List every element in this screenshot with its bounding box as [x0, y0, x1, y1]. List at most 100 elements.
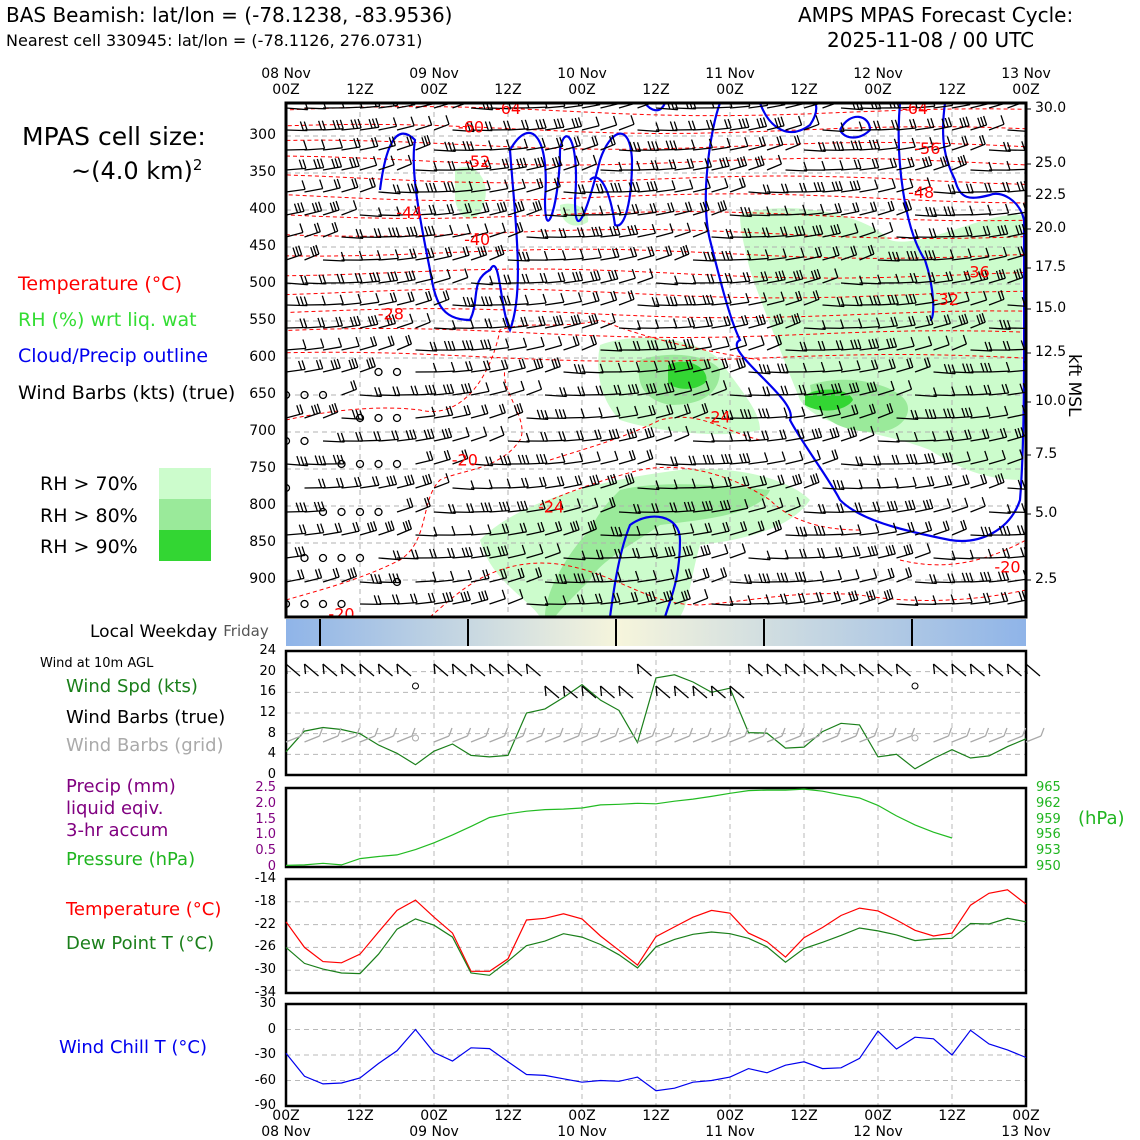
calm-circle: [318, 390, 328, 400]
wind-barb-flag: [591, 136, 596, 147]
wind-barb-flag: [672, 339, 677, 349]
wind-barb-flag: [680, 591, 686, 601]
wind-barb-flag: [799, 341, 804, 352]
isotherm-low-4: [549, 416, 761, 461]
wind-barb-flag: [875, 158, 880, 168]
wind-barb: [933, 235, 955, 238]
wind-barb-flag: [907, 522, 912, 533]
wind-barb: [1025, 191, 1026, 192]
wind-barb: [544, 344, 562, 351]
wind-barb: [988, 392, 1009, 396]
wind-barb: [988, 190, 1010, 193]
wind-barb-flag: [540, 156, 545, 167]
wind-barb-flag: [876, 478, 881, 488]
wind-barb-flag: [747, 595, 752, 605]
wind-barb-flag: [553, 118, 558, 129]
wind-barb: [933, 529, 950, 536]
wind-barb-flag: [965, 183, 971, 193]
wind10m-barb: [581, 685, 597, 699]
wind-barb-flag: [467, 382, 473, 393]
wind-barb: [452, 391, 472, 396]
wind-barb-flag: [357, 476, 362, 487]
wind-barb: [766, 371, 789, 374]
wind10m-barb-flag: [562, 685, 566, 697]
wind-barb-flag: [945, 452, 950, 463]
wind-barb: [544, 126, 564, 131]
wind-barb-flag: [631, 449, 636, 460]
wind-barb-flag: [835, 94, 838, 103]
dewpoint-line: [285, 917, 1027, 976]
wind-barb-flag: [890, 200, 895, 211]
wind-barb: [822, 391, 842, 396]
wind-barb-flag: [610, 526, 615, 536]
wind-barb-flag: [395, 594, 400, 604]
wind-barb-flag: [375, 475, 380, 486]
wind-barb-flag: [485, 202, 490, 212]
wind-barb: [748, 529, 765, 536]
height-tick-label: 30.0: [1035, 100, 1067, 116]
wind-barb-flag: [821, 160, 826, 171]
wind-barb: [1025, 327, 1026, 328]
wind-barb: [933, 191, 956, 195]
wind-barb: [563, 164, 580, 171]
calm-circle: [286, 599, 291, 609]
wind-barb-flag: [466, 404, 471, 415]
wind-barb-flag: [1041, 202, 1044, 211]
wind-barb: [803, 600, 823, 605]
wind-barb-flag: [797, 473, 803, 484]
wind-barb-flag: [796, 429, 802, 439]
wind-barb-flag: [889, 338, 894, 348]
wind-barb: [637, 369, 658, 373]
wind-barb: [618, 277, 636, 284]
wind-barb: [822, 276, 839, 284]
wind-barb-flag: [987, 204, 992, 215]
wind-barb: [470, 129, 493, 132]
wind-barb-flag: [321, 120, 326, 130]
wind-barb-flag: [465, 160, 470, 170]
wind-barb: [766, 300, 785, 306]
wind-barb: [637, 189, 658, 193]
wind-barb-flag: [352, 200, 358, 210]
wind-barb-flag: [294, 547, 299, 557]
wind-barb-flag: [358, 250, 364, 261]
wind-barb: [322, 128, 344, 131]
wind-barb-flag: [444, 247, 450, 258]
wind-barb-flag: [1040, 297, 1043, 306]
wind-barb: [415, 505, 431, 513]
wind10m-barb: [563, 685, 578, 699]
wind-barb-flag: [386, 476, 391, 486]
wind-barb-flag: [1020, 427, 1025, 437]
wind-barb-flag: [409, 313, 414, 324]
wind-barb-flag: [1041, 382, 1044, 391]
wind-barb-flag: [893, 138, 899, 149]
wind-barb-flag: [980, 362, 985, 373]
temp-ytick-label: -18: [254, 893, 276, 909]
wind-barb: [600, 482, 617, 489]
wind-barb: [877, 367, 896, 373]
wind-barb-flag: [812, 474, 817, 484]
wind-barb-flag: [997, 474, 1002, 484]
wind10m-barb: [803, 663, 819, 677]
wind-barb: [507, 553, 526, 559]
height-tick-label: 10.0: [1035, 393, 1067, 409]
profile-frame: [284, 101, 1028, 619]
wind-barb-flag: [727, 118, 732, 129]
wind-barb-flag: [626, 429, 631, 439]
wind-barb-flag: [722, 157, 727, 168]
wind-barb-flag: [516, 403, 521, 414]
wind-barb-flag: [784, 572, 789, 582]
wind-barb: [507, 187, 526, 193]
wind-barb: [914, 258, 936, 261]
wind-barb: [396, 300, 415, 306]
wind-barb: [766, 163, 782, 171]
wind-barb-flag: [799, 182, 804, 193]
wind-barb: [637, 211, 657, 216]
wind-barb-flag: [810, 270, 816, 281]
wind-barb-flag: [907, 380, 913, 390]
wind-barb-flag: [903, 545, 908, 556]
wind-barb-flag: [720, 201, 725, 211]
wind-barb: [489, 390, 507, 396]
wind-barb-flag: [517, 568, 522, 579]
wind-barb-flag: [1044, 141, 1047, 150]
wind-barb-flag: [686, 158, 691, 169]
